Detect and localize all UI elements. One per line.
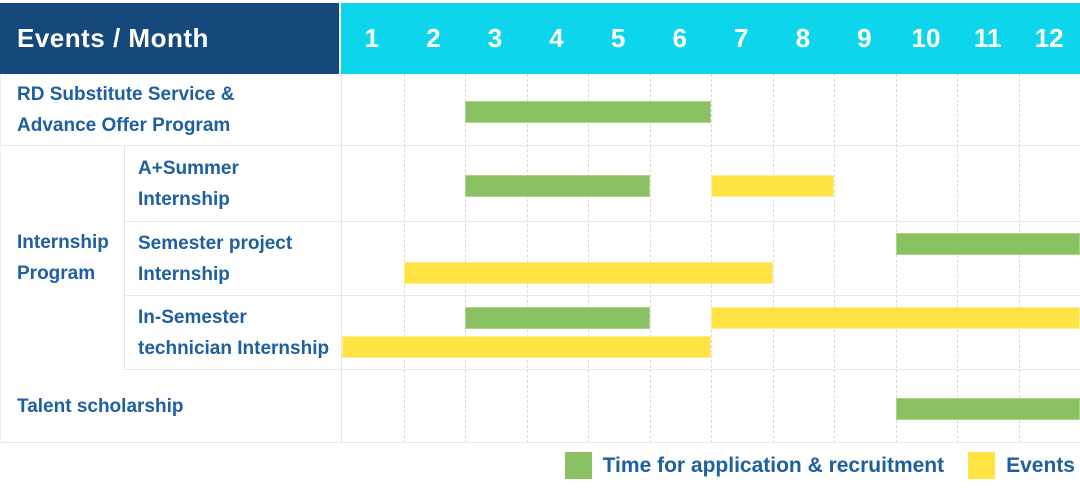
bar-yellow-months-7-12 — [711, 307, 1080, 329]
talent-scholarship-timeline — [342, 370, 1080, 443]
green-swatch-icon — [565, 452, 592, 479]
month-header-strip: 123456789101112 — [341, 3, 1080, 74]
rd-substitute-service-label: RD Substitute Service & Advance Offer Pr… — [1, 74, 342, 146]
legend-item-green: Time for application & recruitment — [565, 452, 945, 479]
table-row-semester-project-internship: Semester project Internship — [1, 222, 1080, 296]
bar-yellow-months-1-6 — [342, 336, 711, 358]
bar-yellow-months-2-7 — [404, 262, 773, 284]
table-row-in-semester-technician-internship: In-Semester technician Internship — [1, 296, 1080, 370]
table-body: Internship Program RD Substitute Service… — [0, 74, 1080, 443]
table-row-a-plus-summer-internship: A+Summer Internship — [1, 146, 1080, 222]
legend-label-green: Time for application & recruitment — [603, 454, 945, 478]
month-header-9: 9 — [834, 3, 896, 74]
yellow-swatch-icon — [968, 452, 995, 479]
semester-project-internship-timeline — [342, 222, 1080, 296]
month-header-1: 1 — [341, 3, 403, 74]
table-row-rd-substitute-service: RD Substitute Service & Advance Offer Pr… — [1, 74, 1080, 146]
bar-green-months-10-12 — [896, 398, 1080, 420]
bar-green-months-10-12 — [896, 233, 1080, 255]
a-plus-summer-internship-timeline — [342, 146, 1080, 222]
bar-green-months-3-6 — [465, 101, 711, 123]
month-header-6: 6 — [649, 3, 711, 74]
internship-program-group-cell: Internship Program — [1, 146, 125, 370]
events-month-header-cell: Events / Month — [0, 3, 341, 74]
bar-green-months-3-5 — [465, 175, 650, 197]
rd-substitute-service-timeline — [342, 74, 1080, 146]
gantt-schedule-chart: Events / Month 123456789101112 Internshi… — [0, 3, 1080, 497]
legend-label-yellow: Events — [1006, 454, 1075, 478]
table-row-talent-scholarship: Talent scholarship — [1, 370, 1080, 443]
month-header-8: 8 — [772, 3, 834, 74]
bar-yellow-months-7-8 — [711, 175, 834, 197]
legend-item-yellow: Events — [968, 452, 1075, 479]
month-header-2: 2 — [403, 3, 465, 74]
legend: Time for application & recruitment Events — [0, 452, 1080, 479]
row-border — [1, 442, 1080, 443]
month-header-7: 7 — [710, 3, 772, 74]
in-semester-technician-internship-timeline — [342, 296, 1080, 370]
month-header-3: 3 — [464, 3, 526, 74]
month-header-12: 12 — [1018, 3, 1080, 74]
bar-green-months-3-5 — [465, 307, 650, 329]
talent-scholarship-label: Talent scholarship — [1, 370, 342, 443]
month-header-11: 11 — [957, 3, 1019, 74]
month-header-10: 10 — [895, 3, 957, 74]
table-header-row: Events / Month 123456789101112 — [0, 3, 1080, 74]
month-header-5: 5 — [587, 3, 649, 74]
month-header-4: 4 — [526, 3, 588, 74]
